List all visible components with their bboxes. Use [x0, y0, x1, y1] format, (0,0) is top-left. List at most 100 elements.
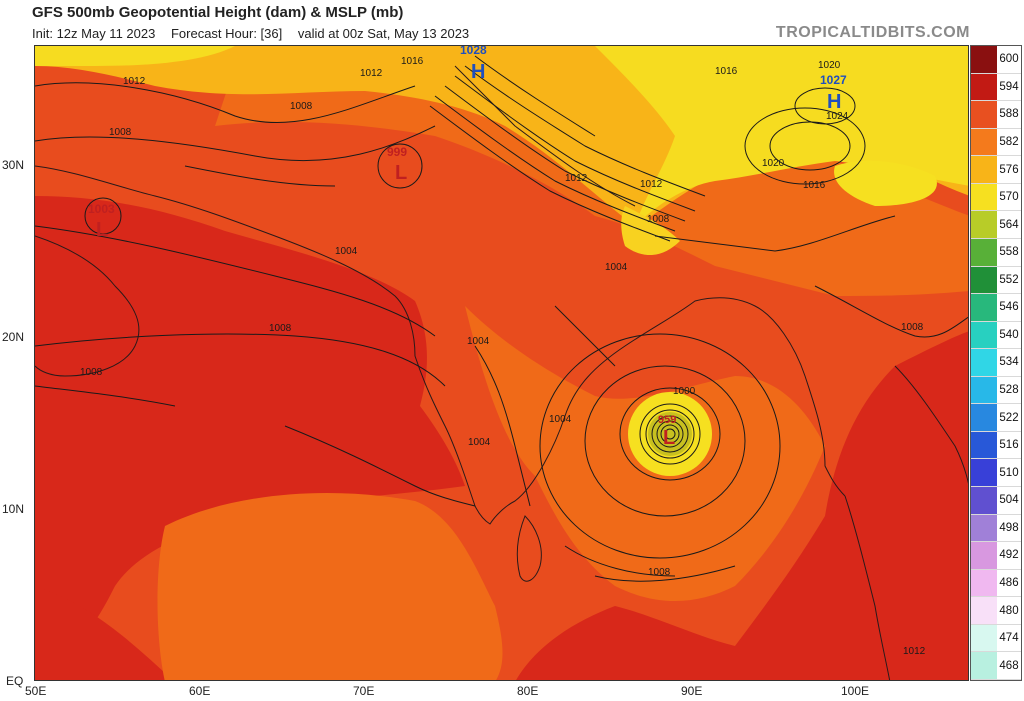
colorbar-label: 498	[999, 521, 1019, 534]
isobar-label: 1008	[901, 322, 924, 333]
colorbar-level-546: 546	[971, 294, 1021, 322]
isobar-label: 1008	[290, 101, 313, 112]
lat-label-30n: 30N	[2, 158, 25, 172]
pressure-centers: 1028 H 1027 H 999 L 1003 L 959 L	[88, 46, 847, 449]
colorbar-swatch	[971, 266, 997, 294]
colorbar-level-540: 540	[971, 321, 1021, 350]
low-999-value: 999	[387, 145, 407, 159]
isobar-label: 1012	[565, 173, 588, 184]
isobar-label: 1020	[762, 158, 785, 169]
isobar-label: 1004	[605, 262, 628, 273]
colorbar-swatch	[971, 101, 997, 128]
colorbar-swatch	[971, 569, 997, 597]
isobar-label: 1004	[549, 414, 572, 425]
colorbar-level-600: 600	[971, 46, 1021, 74]
height-colorbar: 600 594 588 582 576 570 564 558 552 546 540 534 528 5…	[970, 45, 1022, 681]
colorbar-label: 510	[999, 466, 1019, 479]
colorbar-swatch	[971, 459, 997, 486]
chart-title: GFS 500mb Geopotential Height (dam) & MS…	[32, 4, 404, 21]
colorbar-label: 504	[999, 494, 1019, 507]
high-1028-marker: H	[471, 61, 485, 83]
watermark: TROPICALTIDBITS.COM	[775, 24, 970, 41]
height-594-southeast-region	[516, 331, 968, 680]
isobar-label: 1012	[360, 68, 383, 79]
isobar-label: 1008	[647, 214, 670, 225]
isobar-label: 1012	[123, 76, 146, 87]
colorbar-level-576: 576	[971, 156, 1021, 184]
colorbar-swatch	[971, 238, 997, 266]
lat-label-eq: EQ	[6, 674, 24, 688]
colorbar-level-570: 570	[971, 183, 1021, 212]
isobar-label: 1008	[80, 367, 103, 378]
isobar-label: 1008	[269, 323, 292, 334]
colorbar-swatch	[971, 73, 997, 101]
colorbar-level-510: 510	[971, 459, 1021, 487]
colorbar-level-558: 558	[971, 238, 1021, 267]
cyclone-inner-core	[648, 412, 692, 456]
height-570-tibet	[595, 46, 968, 226]
colorbar-level-528: 528	[971, 376, 1021, 405]
colorbar-label: 534	[999, 356, 1019, 369]
low-999-marker: L	[395, 162, 407, 184]
low-959-marker: L	[663, 427, 675, 449]
colorbar-label: 540	[999, 328, 1019, 341]
isobar-label: 1008	[648, 567, 671, 578]
colorbar-swatch	[971, 376, 997, 404]
lon-label-80e: 80E	[517, 684, 539, 698]
colorbar-level-474: 474	[971, 624, 1021, 653]
lon-label-90e: 90E	[681, 684, 703, 698]
sri-lanka-outline	[516, 515, 542, 582]
colorbar-label: 564	[999, 218, 1019, 231]
colorbar-swatch	[971, 156, 997, 183]
colorbar-label: 480	[999, 604, 1019, 617]
isobar-label: 1016	[401, 56, 424, 67]
height-570-nw-corner	[35, 46, 235, 66]
lon-label-100e: 100E	[841, 684, 870, 698]
colorbar-label: 468	[999, 659, 1019, 672]
isobar-label: 1012	[640, 179, 663, 190]
colorbar-level-498: 498	[971, 514, 1021, 543]
colorbar-swatch	[971, 321, 997, 349]
colorbar-level-552: 552	[971, 266, 1021, 295]
colorbar-swatch	[971, 404, 997, 431]
lat-label-10n: 10N	[2, 502, 25, 516]
lon-label-60e: 60E	[189, 684, 211, 698]
weather-map: 1012 1016 1012 1008 1008 1016 1020 1024 …	[34, 45, 969, 681]
colorbar-swatch	[971, 128, 997, 156]
isobars	[35, 55, 968, 582]
isobar-label: 1020	[818, 60, 841, 71]
lon-label-50e: 50E	[25, 684, 47, 698]
isobar-label: 1016	[715, 66, 738, 77]
init-time: Init: 12z May 11 2023	[32, 26, 156, 41]
high-1028-value: 1028	[460, 46, 487, 57]
chart-subtitle: Init: 12z May 11 2023 Forecast Hour: [36…	[32, 26, 481, 41]
colorbar-label: 528	[999, 384, 1019, 397]
colorbar-swatch	[971, 514, 997, 542]
colorbar-label: 492	[999, 549, 1019, 562]
colorbar-level-486: 486	[971, 569, 1021, 598]
colorbar-label: 558	[999, 246, 1019, 259]
isobar-label: 1000	[673, 386, 696, 397]
forecast-hour: Forecast Hour: [36]	[170, 26, 283, 41]
coastlines	[35, 65, 968, 680]
height-588-south-arabian-sea	[157, 493, 503, 680]
colorbar-level-504: 504	[971, 487, 1021, 515]
colorbar-level-564: 564	[971, 211, 1021, 239]
valid-time: valid at 00z Sat, May 13 2023	[297, 26, 470, 41]
colorbar-label: 600	[999, 53, 1019, 66]
colorbar-label: 594	[999, 80, 1019, 93]
isobar-label: 1016	[803, 180, 826, 191]
colorbar-label: 576	[999, 163, 1019, 176]
isobar-label: 1008	[109, 127, 132, 138]
colorbar-swatch	[971, 349, 997, 376]
height-570-east-patch	[834, 160, 937, 206]
colorbar-swatch	[971, 431, 997, 459]
colorbar-level-594: 594	[971, 73, 1021, 102]
colorbar-level-480: 480	[971, 597, 1021, 625]
lon-label-70e: 70E	[353, 684, 375, 698]
colorbar-swatch	[971, 652, 997, 679]
colorbar-level-492: 492	[971, 542, 1021, 570]
isobar-label: 1004	[467, 336, 490, 347]
height-594-sw-region	[35, 586, 173, 680]
colorbar-level-468: 468	[971, 652, 1021, 680]
